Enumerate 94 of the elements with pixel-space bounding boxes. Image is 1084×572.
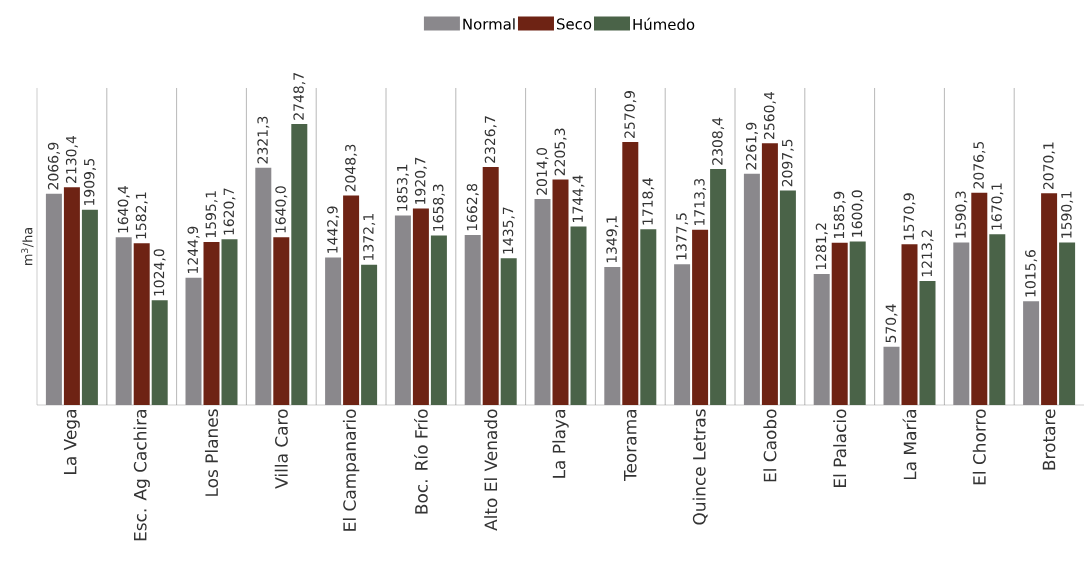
data-label: 2014,0	[536, 147, 549, 195]
data-label: 1595,1	[205, 191, 218, 238]
data-label: 1015,6	[1025, 250, 1038, 297]
bar	[291, 123, 308, 405]
x-tick-label: El Caobo	[763, 409, 777, 482]
x-tick-label: El Palacio	[833, 409, 847, 487]
bar	[919, 280, 936, 405]
data-label: 1713,3	[694, 178, 707, 226]
bar	[761, 143, 778, 405]
x-tick-label: Quince Letras	[692, 409, 708, 525]
bar	[133, 243, 150, 405]
data-label: 1435,7	[502, 207, 515, 254]
bar	[989, 234, 1006, 405]
data-label: 2070,1	[1043, 142, 1056, 190]
data-label: 570,4	[885, 304, 898, 343]
bar	[831, 242, 848, 405]
legend-label: Seco	[556, 18, 592, 30]
data-label: 2321,3	[257, 116, 270, 164]
data-label: 2308,4	[712, 117, 725, 165]
data-label: 2326,7	[484, 116, 497, 163]
legend-label: Normal	[463, 18, 515, 30]
x-tick-label: Alto El Venado	[484, 409, 498, 531]
data-label: 1718,4	[642, 178, 655, 225]
bar	[1059, 242, 1076, 405]
bar	[901, 244, 918, 405]
data-label: 1377,5	[676, 213, 689, 260]
data-label: 1213,2	[921, 230, 934, 277]
bar	[692, 229, 709, 405]
data-label: 1442,9	[327, 206, 340, 253]
bar	[221, 239, 238, 405]
x-tick-label: Esc. Ag Cachira	[133, 410, 150, 541]
data-label: 2130,4	[65, 135, 78, 183]
bar	[849, 241, 866, 405]
bar	[343, 195, 360, 405]
legend-label: Húmedo	[633, 17, 695, 31]
data-label: 2076,5	[973, 141, 986, 189]
x-tick-label: La Playa	[552, 410, 569, 478]
x-tick-label: Brotare	[1042, 409, 1056, 470]
x-tick-label: Teorama	[624, 410, 637, 482]
bar	[151, 300, 168, 405]
data-label: 1909,5	[83, 158, 96, 205]
bar	[203, 241, 220, 405]
bar	[361, 264, 378, 405]
bar	[570, 226, 587, 405]
data-label: 1585,9	[833, 191, 846, 239]
data-label: 1640,0	[275, 186, 288, 233]
data-label: 2570,9	[624, 91, 637, 138]
data-label: 1662,8	[466, 183, 479, 231]
bar	[622, 142, 639, 405]
bar	[640, 229, 657, 405]
x-tick-label: El Campanario	[342, 409, 360, 531]
data-label: 1349,1	[606, 216, 619, 263]
data-label: 2560,4	[763, 91, 776, 139]
y-axis-title: m$^{3}$/ha	[21, 227, 34, 266]
data-label: 1024,0	[153, 249, 166, 296]
data-label: 1582,1	[135, 192, 148, 239]
x-tick-label: Villa Caro	[274, 409, 288, 489]
bar	[710, 168, 727, 405]
bar	[430, 235, 447, 405]
bar	[482, 167, 499, 405]
data-label: 1590,3	[955, 191, 968, 238]
data-label: 1920,7	[414, 157, 427, 204]
data-label: 1640,4	[117, 186, 130, 233]
bar	[971, 192, 988, 405]
data-label: 1570,9	[903, 193, 916, 240]
data-label: 1372,1	[363, 213, 376, 260]
data-label: 1670,1	[991, 183, 1004, 230]
bar	[81, 209, 98, 405]
data-label: 1281,2	[815, 223, 828, 270]
bar	[779, 190, 796, 405]
x-tick-label: La Vega	[63, 410, 80, 474]
bar	[273, 237, 290, 405]
bar	[500, 258, 517, 405]
data-label: 1244,9	[187, 226, 200, 273]
data-label: 2205,3	[554, 128, 567, 176]
x-tick-label: Boc. Río Frío	[414, 409, 428, 514]
bar	[412, 208, 429, 405]
data-label: 2261,9	[745, 122, 758, 170]
data-label: 1744,4	[572, 175, 585, 222]
data-label: 2748,7	[293, 73, 306, 120]
bar	[1041, 193, 1058, 405]
x-tick-label: La María	[902, 410, 917, 480]
bar	[552, 179, 569, 405]
bar	[63, 187, 80, 405]
data-label: 2048,3	[345, 144, 358, 192]
x-tick-label: Los Planes	[204, 409, 219, 496]
data-label: 2097,5	[781, 139, 794, 187]
data-label: 1620,7	[223, 188, 236, 235]
data-label: 2066,9	[47, 142, 60, 190]
data-label: 1590,1	[1061, 191, 1074, 238]
data-label: 1853,1	[396, 164, 409, 211]
data-label: 1658,3	[432, 184, 445, 231]
x-tick-label: El Chorro	[972, 409, 986, 485]
data-label: 1600,0	[851, 190, 864, 237]
